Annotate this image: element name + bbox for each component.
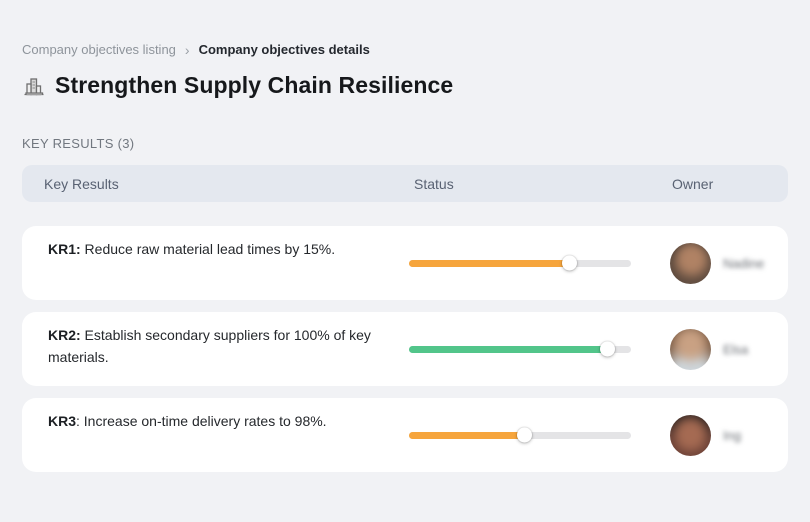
titlebar: Strengthen Supply Chain Resilience (22, 72, 788, 99)
kr3-label: KR3 (48, 413, 77, 429)
column-header-key-results: Key Results (44, 175, 119, 192)
table-row-kr2[interactable]: KR2: Establish secondary suppliers for 1… (22, 312, 788, 386)
key-results-count-label: KEY RESULTS (3) (22, 136, 135, 151)
kr2-status-cell (409, 341, 670, 357)
kr3-owner-avatar (670, 414, 711, 456)
kr1-owner-cell: Nadine (670, 242, 788, 284)
column-header-owner: Owner (672, 175, 714, 192)
kr2-slider-knob[interactable] (599, 341, 615, 357)
column-header-status: Status (414, 175, 454, 192)
kr1-label: KR1: (48, 241, 81, 257)
kr3-owner-name: Ing (723, 427, 742, 443)
kr3-status-cell (409, 427, 670, 443)
kr2-text: Establish secondary suppliers for 100% o… (48, 327, 371, 365)
page-title: Strengthen Supply Chain Resilience (55, 72, 454, 98)
kr2-label: KR2: (48, 327, 81, 343)
kr1-description: KR1: Reduce raw material lead times by 1… (48, 226, 386, 261)
kr2-owner-cell: Elsa (670, 328, 788, 370)
kr3-owner-cell: Ing (670, 414, 788, 456)
kr1-progress-slider[interactable] (409, 255, 631, 271)
company-buildings-icon (22, 74, 46, 98)
kr1-progress-fill (409, 255, 577, 271)
kr1-status-cell (409, 255, 670, 271)
table-row-kr3[interactable]: KR3: Increase on-time delivery rates to … (22, 398, 788, 472)
kr1-owner-name: Nadine (723, 255, 765, 271)
kr2-description: KR2: Establish secondary suppliers for 1… (48, 312, 386, 368)
kr1-text: Reduce raw material lead times by 15%. (80, 241, 336, 257)
table-row-kr1[interactable]: KR1: Reduce raw material lead times by 1… (22, 226, 788, 300)
table-header: Key Results Status Owner (22, 165, 788, 202)
kr2-owner-avatar (670, 328, 711, 370)
kr3-text: : Increase on-time delivery rates to 98%… (76, 413, 327, 429)
chevron-right-icon: › (184, 41, 190, 58)
breadcrumb: Company objectives listing › Company obj… (22, 42, 788, 57)
kr2-owner-name: Elsa (723, 341, 749, 357)
kr1-owner-avatar (670, 242, 711, 284)
key-results-list: KR1: Reduce raw material lead times by 1… (22, 226, 788, 472)
objective-details-page: Company objectives listing › Company obj… (22, 42, 788, 472)
kr3-progress-fill (409, 427, 533, 443)
kr3-slider-knob[interactable] (517, 427, 533, 443)
breadcrumb-item-details: Company objectives details (198, 42, 370, 57)
kr3-description: KR3: Increase on-time delivery rates to … (48, 398, 386, 433)
breadcrumb-item-listing[interactable]: Company objectives listing (22, 42, 176, 57)
kr1-slider-knob[interactable] (561, 255, 577, 271)
kr2-progress-fill (409, 341, 615, 357)
kr3-progress-slider[interactable] (409, 427, 631, 443)
kr2-progress-slider[interactable] (409, 341, 631, 357)
